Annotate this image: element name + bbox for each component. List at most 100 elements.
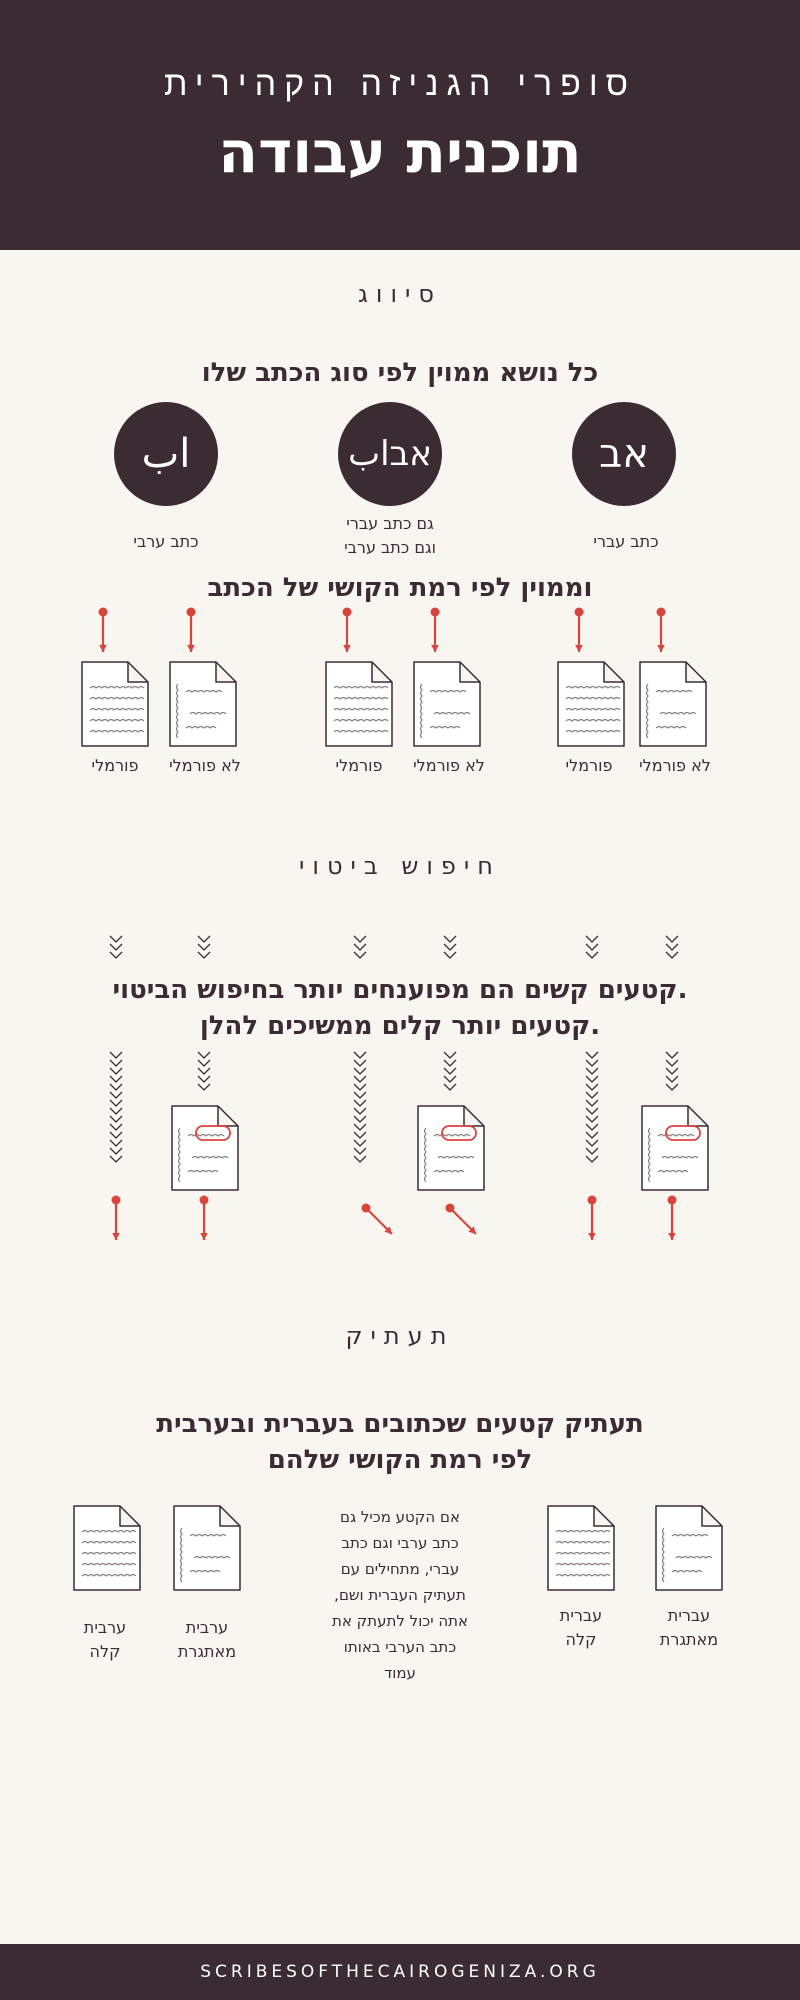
document-icon <box>325 661 393 747</box>
chevron-down-icon <box>197 951 211 959</box>
header-banner: סופרי הגניזה הקהירית תוכנית עבודה <box>0 0 800 250</box>
text-line-icon <box>89 718 145 722</box>
chevron-down-icon <box>585 1083 599 1091</box>
chevron-down-icon <box>353 1051 367 1059</box>
text-line-icon <box>333 729 389 733</box>
header-subtitle: סופרי הגניזה הקהירית <box>163 64 637 104</box>
chevron-down-icon <box>353 1123 367 1131</box>
text-line-icon <box>555 1540 611 1544</box>
chevron-down-icon <box>353 1115 367 1123</box>
highlight-icon <box>665 1125 701 1141</box>
chevron-down-icon <box>585 943 599 951</box>
chevron-down-icon <box>585 1115 599 1123</box>
text-line-icon <box>179 1527 183 1583</box>
text-line-icon <box>81 1562 137 1566</box>
chevron-down-icon <box>665 1083 679 1091</box>
chevron-down-icon <box>353 1107 367 1115</box>
text-line-icon <box>647 1127 651 1183</box>
section-label-transcription: תעתיק <box>345 1322 455 1350</box>
text-line-icon <box>81 1529 137 1533</box>
chevron-down-icon <box>353 951 367 959</box>
doc-label-formal-hebrew: פורמלי <box>565 756 613 775</box>
text-line-icon <box>81 1573 137 1577</box>
chevron-down-icon <box>585 1059 599 1067</box>
text-line-icon <box>433 1169 465 1173</box>
chevron-down-icon <box>585 1051 599 1059</box>
arabic-script-caption: כתב ערבי <box>133 532 199 551</box>
text-line-icon <box>185 689 223 693</box>
text-line-icon <box>555 1551 611 1555</box>
footer-url[interactable]: SCRIBESOFTHECAIROGENIZA.ORG <box>200 1962 600 1982</box>
transcription-heading-line2: לפי רמת הקושי שלהם <box>267 1445 533 1475</box>
sorting-heading: כל נושא ממוין לפי סוג הכתב שלו <box>201 358 599 388</box>
document-icon <box>169 661 237 747</box>
highlighted-document-icon <box>641 1105 709 1191</box>
text-line-icon <box>177 1127 181 1183</box>
text-line-icon <box>89 696 145 700</box>
text-line-icon <box>659 711 697 715</box>
text-line-icon <box>423 1127 427 1183</box>
down-arrow-icon-head <box>588 1232 596 1240</box>
chevron-down-icon <box>109 943 123 951</box>
chevron-down-icon <box>443 1083 457 1091</box>
text-line-icon <box>661 1527 665 1583</box>
document-icon <box>557 661 625 747</box>
text-line-icon <box>661 1155 699 1159</box>
text-line-icon <box>645 683 649 739</box>
text-line-icon <box>433 711 471 715</box>
text-line-icon <box>657 1169 689 1173</box>
doc-label-challenging-arabic: ערבית מאתגרת <box>177 1618 237 1661</box>
arabic-script-circle: اب <box>114 402 218 506</box>
chevron-down-icon <box>443 935 457 943</box>
chevron-down-icon <box>197 1083 211 1091</box>
text-line-icon <box>187 1169 219 1173</box>
chevron-down-icon <box>109 951 123 959</box>
chevron-down-icon <box>585 1139 599 1147</box>
text-line-icon <box>565 685 621 689</box>
chevron-down-icon <box>353 1139 367 1147</box>
chevron-down-icon <box>197 1051 211 1059</box>
chevron-down-icon <box>665 1051 679 1059</box>
text-line-icon <box>189 711 227 715</box>
document-icon <box>413 661 481 747</box>
mixed-script-circle: אבاب <box>338 402 442 506</box>
text-line-icon <box>185 725 217 729</box>
chevron-down-icon <box>353 1155 367 1163</box>
down-arrow-icon-head <box>343 644 351 652</box>
chevron-down-icon <box>665 943 679 951</box>
chevron-down-icon <box>443 1075 457 1083</box>
document-icon <box>173 1505 241 1591</box>
chevron-down-icon <box>197 943 211 951</box>
doc-label-informal-mixed: לא פורמלי <box>413 756 485 775</box>
chevron-down-icon <box>665 1067 679 1075</box>
chevron-down-icon <box>585 1131 599 1139</box>
text-line-icon <box>565 729 621 733</box>
chevron-down-icon <box>443 951 457 959</box>
text-line-icon <box>189 1533 227 1537</box>
chevron-down-icon <box>353 1099 367 1107</box>
text-line-icon <box>675 1555 713 1559</box>
section-label-sorting: סיווג <box>358 280 442 308</box>
chevron-down-icon <box>109 1091 123 1099</box>
text-line-icon <box>437 1155 475 1159</box>
chevron-down-icon <box>443 1051 457 1059</box>
header-title: תוכנית עבודה <box>218 118 582 186</box>
down-arrow-icon-head <box>200 1232 208 1240</box>
chevron-down-icon <box>109 1131 123 1139</box>
chevron-down-icon <box>585 1155 599 1163</box>
chevron-down-icon <box>585 1091 599 1099</box>
chevron-down-icon <box>585 1075 599 1083</box>
doc-label-easy-hebrew: עברית קלה <box>559 1606 603 1649</box>
chevron-down-icon <box>585 935 599 943</box>
chevron-down-icon <box>109 1083 123 1091</box>
chevron-down-icon <box>197 1059 211 1067</box>
chevron-down-icon <box>585 1099 599 1107</box>
transcription-heading-line1: תעתיק קטעים שכתובים בעברית ובערבית <box>156 1409 644 1439</box>
text-line-icon <box>175 683 179 739</box>
chevron-down-icon <box>109 1099 123 1107</box>
chevron-down-icon <box>665 951 679 959</box>
text-line-icon <box>555 1573 611 1577</box>
text-line-icon <box>89 707 145 711</box>
chevron-down-icon <box>109 1139 123 1147</box>
chevron-down-icon <box>443 943 457 951</box>
